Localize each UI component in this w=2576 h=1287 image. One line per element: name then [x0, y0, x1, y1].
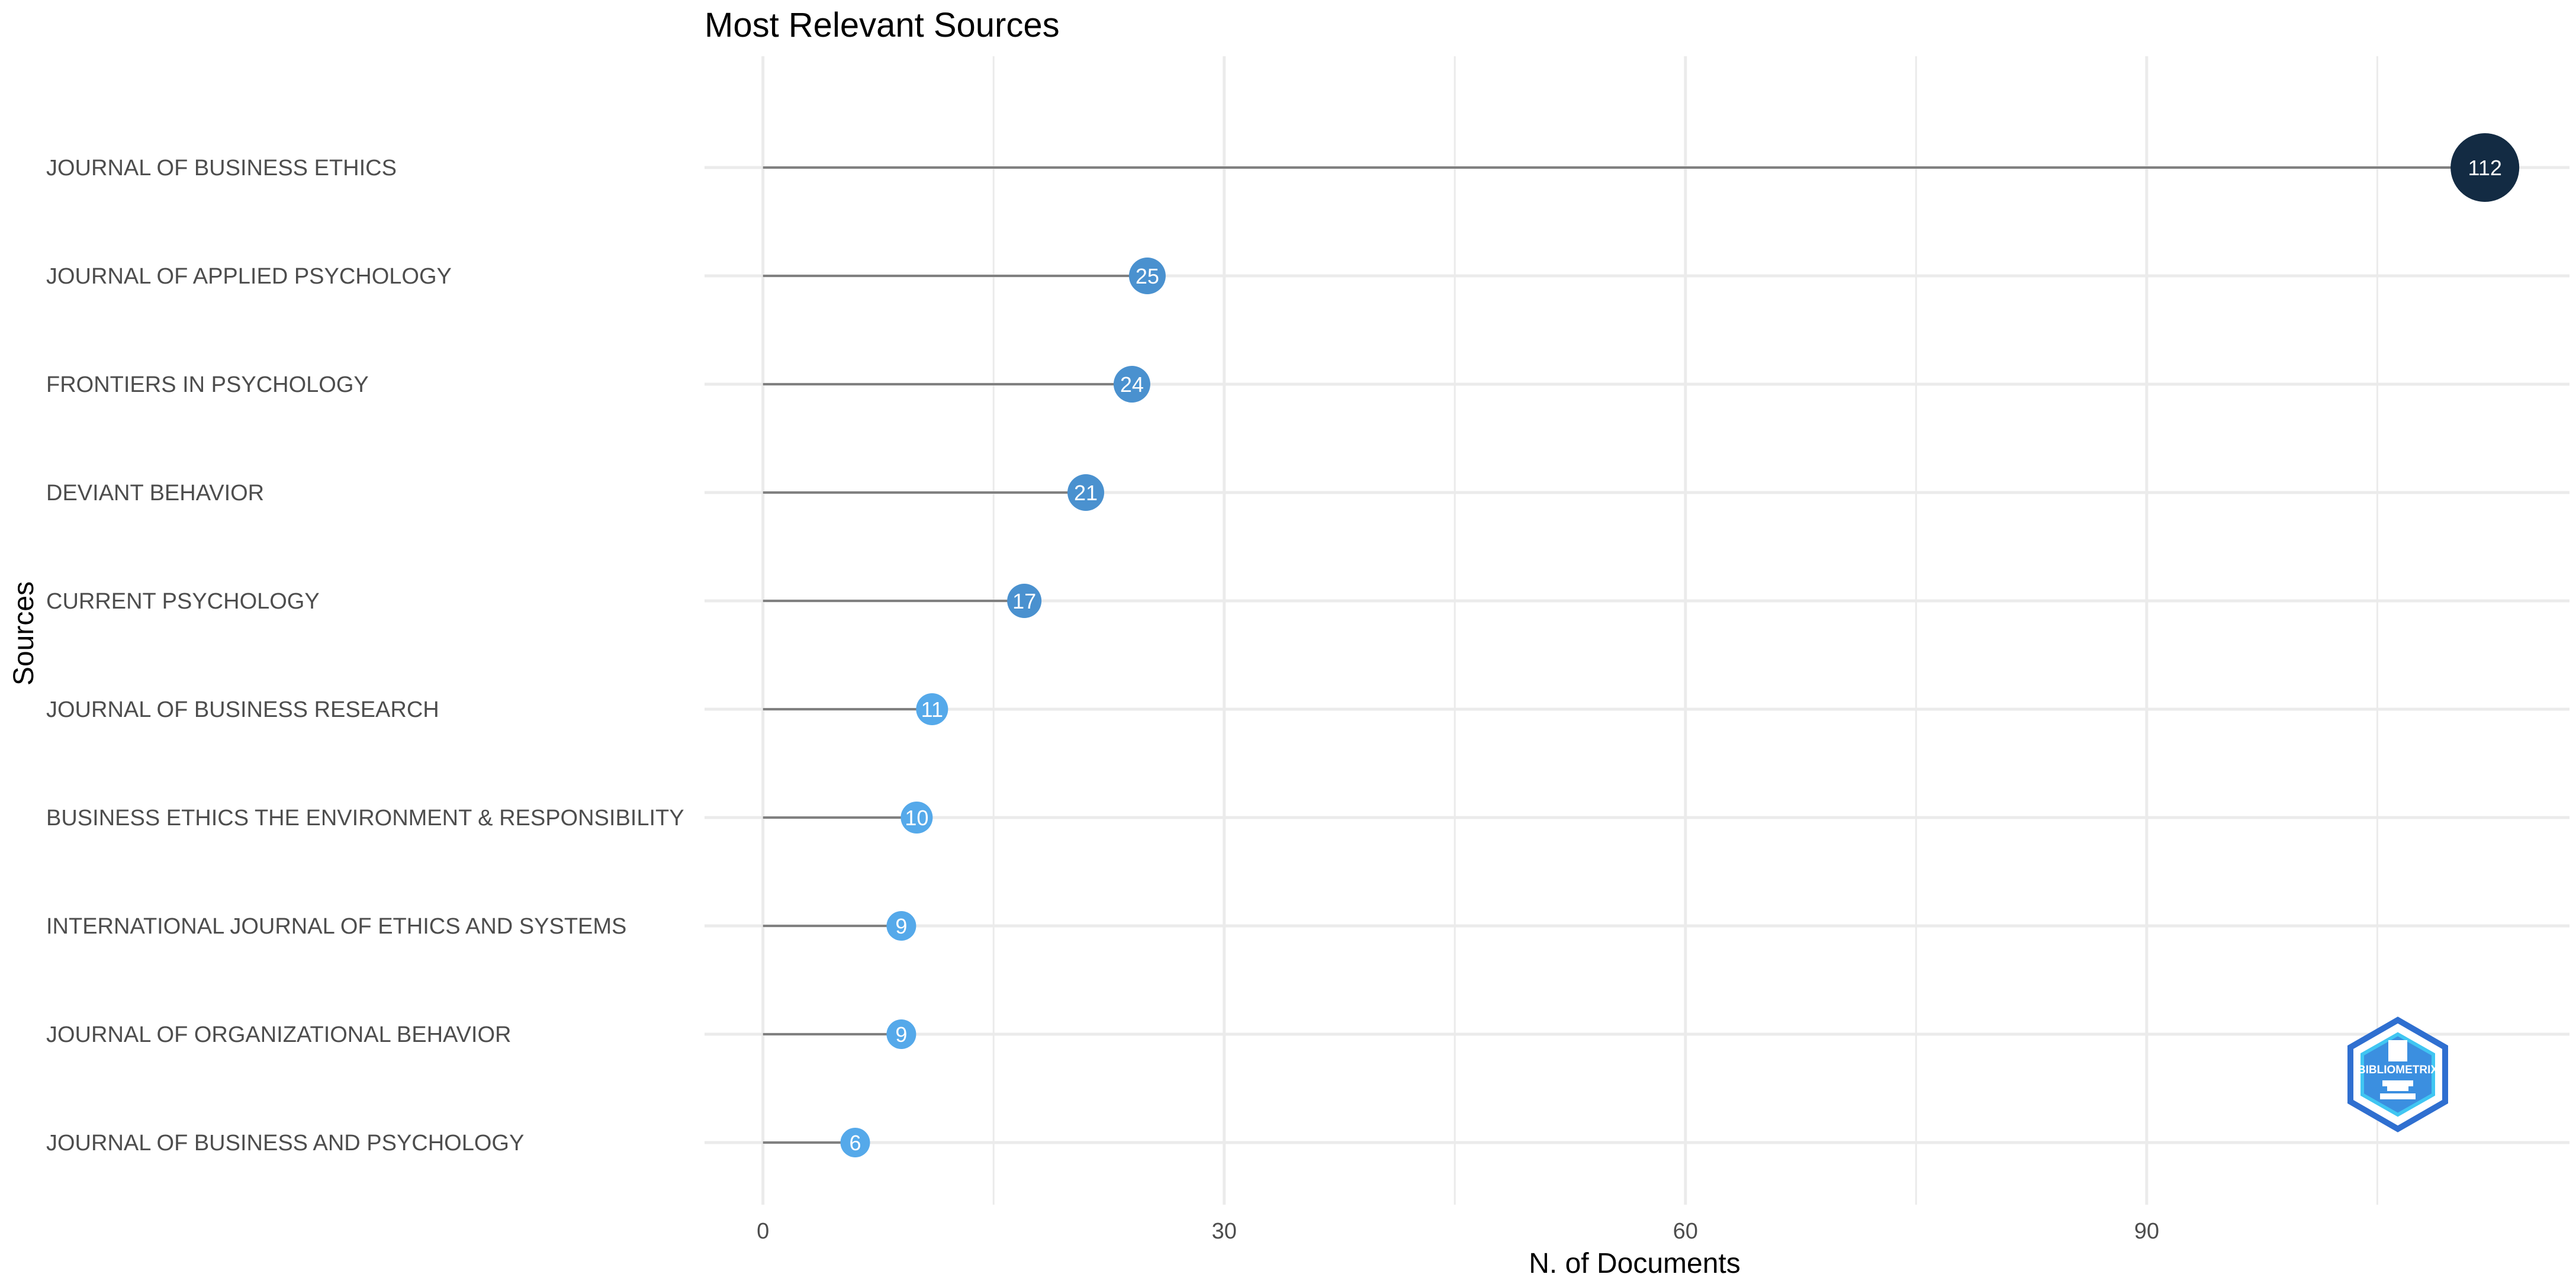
- y-tick-label: JOURNAL OF BUSINESS ETHICS: [46, 156, 397, 181]
- data-label: 21: [1074, 481, 1098, 505]
- lollipop-dot: [886, 1019, 916, 1049]
- lollipop-dot: [1007, 584, 1042, 618]
- y-tick-label: JOURNAL OF BUSINESS AND PSYCHOLOGY: [46, 1131, 524, 1156]
- y-tick-label: FRONTIERS IN PSYCHOLOGY: [46, 372, 369, 397]
- x-tick-label: 60: [1673, 1219, 1698, 1244]
- data-label: 9: [895, 1022, 907, 1047]
- y-tick-labels: JOURNAL OF BUSINESS ETHICS JOURNAL OF APP…: [46, 156, 684, 1156]
- data-label: 25: [1136, 264, 1159, 288]
- y-tick-label: JOURNAL OF BUSINESS RESEARCH: [46, 697, 439, 722]
- data-label: 17: [1012, 589, 1036, 613]
- y-axis-title: Sources: [8, 581, 40, 686]
- y-tick-label: INTERNATIONAL JOURNAL OF ETHICS AND SYST…: [46, 914, 626, 939]
- data-label: 24: [1120, 372, 1144, 397]
- data-label: 9: [895, 914, 907, 938]
- x-tick-label: 0: [757, 1219, 769, 1244]
- data-label: 6: [849, 1131, 861, 1155]
- y-tick-label: CURRENT PSYCHOLOGY: [46, 589, 320, 614]
- watermark-text: BIBLIOMETRIX: [2358, 1064, 2438, 1076]
- lollipop-dot: [886, 911, 916, 941]
- lollipop-dot: [901, 802, 933, 834]
- x-tick-label: 30: [1212, 1219, 1237, 1244]
- dot-layer: 112 25 24 21 17 11 10 9 9 6: [840, 133, 2520, 1157]
- bibliometrix-logo-icon: BIBLIOMETRIX: [2347, 1016, 2448, 1132]
- lollipop-dot: [2450, 133, 2520, 202]
- lollipop-dot: [916, 693, 948, 725]
- y-tick-label: DEVIANT BEHAVIOR: [46, 481, 264, 506]
- lollipop-dot: [1113, 366, 1150, 403]
- x-tick-label: 90: [2134, 1219, 2159, 1244]
- data-label: 10: [905, 806, 928, 830]
- lollipop-dot: [1128, 258, 1166, 294]
- lollipop-dot: [1067, 474, 1105, 511]
- lollipop-dot: [840, 1128, 870, 1157]
- y-tick-label: JOURNAL OF ORGANIZATIONAL BEHAVIOR: [46, 1022, 511, 1047]
- grid-layer: [705, 56, 2569, 1205]
- data-label: 11: [921, 697, 943, 722]
- x-tick-labels: 0 30 60 90: [757, 1219, 2159, 1244]
- x-axis-title: N. of Documents: [1529, 1248, 1740, 1279]
- y-tick-label: BUSINESS ETHICS THE ENVIRONMENT & RESPON…: [46, 806, 684, 831]
- chart-title: Most Relevant Sources: [705, 6, 1060, 44]
- y-tick-label: JOURNAL OF APPLIED PSYCHOLOGY: [46, 264, 452, 289]
- data-label: 112: [2468, 156, 2501, 180]
- stem-layer: [763, 166, 2485, 1144]
